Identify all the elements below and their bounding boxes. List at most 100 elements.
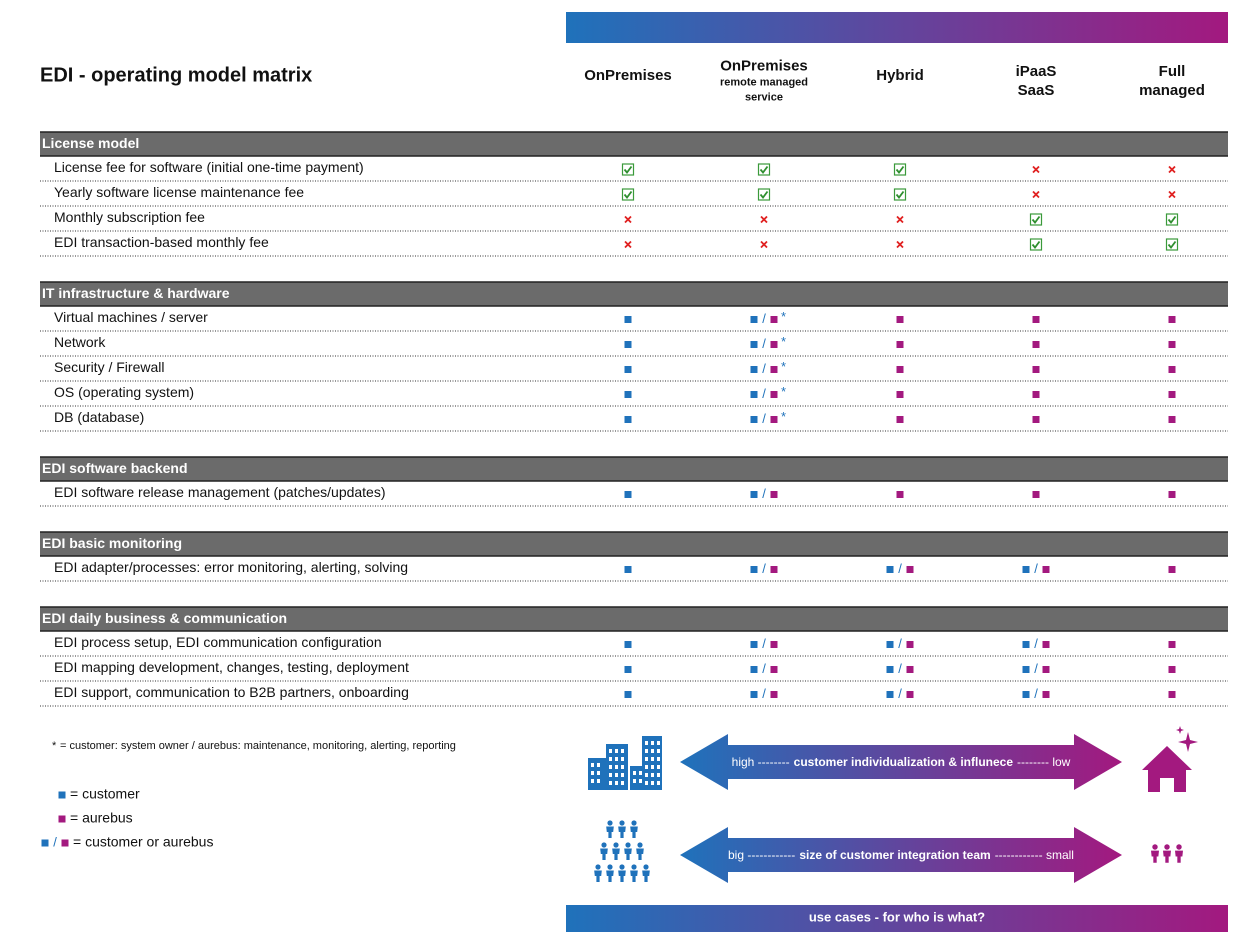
window	[615, 773, 618, 777]
owner-square	[750, 691, 758, 698]
owner-square	[1042, 641, 1050, 648]
owner-square	[1032, 491, 1040, 498]
cross-mark	[896, 240, 904, 249]
person-body	[630, 870, 638, 882]
title: EDI - operating model matrix	[40, 64, 312, 86]
footnote-mark: *	[781, 334, 786, 349]
arrow-caption: big ------------ size of customer integra…	[728, 848, 1074, 862]
person-body	[594, 870, 602, 882]
section: EDI daily business & communication EDI pr…	[40, 606, 1228, 707]
owner-square	[624, 341, 632, 348]
team-large-icon	[594, 820, 650, 882]
owner-square	[624, 316, 632, 323]
window	[591, 771, 594, 775]
owner-square	[1042, 691, 1050, 698]
window	[609, 749, 612, 753]
window	[621, 757, 624, 761]
window	[639, 771, 642, 775]
cross-mark	[1168, 165, 1176, 174]
owner-square	[624, 416, 632, 423]
window	[645, 749, 648, 753]
separator: /	[762, 686, 766, 701]
row-label: Security / Firewall	[54, 359, 164, 375]
owner-square	[58, 791, 66, 799]
window	[645, 773, 648, 777]
window	[633, 779, 636, 783]
separator: /	[762, 636, 766, 651]
separator: /	[762, 411, 766, 426]
owner-square	[1042, 666, 1050, 673]
owner-square	[1042, 566, 1050, 573]
owner-square	[770, 416, 778, 423]
owner-square	[1168, 341, 1176, 348]
footer-band	[566, 905, 1228, 932]
check-box	[757, 188, 771, 201]
owner-square	[1022, 641, 1030, 648]
person-head	[607, 864, 613, 870]
row-label: Yearly software license maintenance fee	[54, 184, 304, 200]
person-body	[618, 870, 626, 882]
person-body	[636, 848, 644, 860]
arrow-caption-right: -------- low	[1017, 755, 1071, 769]
person-body	[606, 826, 614, 838]
footer-text: use cases - for who is what?	[809, 909, 985, 924]
row-label: EDI adapter/processes: error monitoring,…	[54, 559, 408, 575]
section-header-bar	[40, 132, 1228, 156]
section-header-bar	[40, 607, 1228, 631]
owner-square	[906, 566, 914, 573]
owner-square	[750, 391, 758, 398]
check-box	[893, 163, 907, 176]
owner-square	[896, 316, 904, 323]
window	[609, 757, 612, 761]
owner-square	[886, 566, 894, 573]
check-mark	[1031, 215, 1041, 224]
column-header: OnPremises	[720, 57, 808, 74]
check-mark	[623, 190, 633, 199]
row-label: EDI process setup, EDI communication con…	[54, 634, 382, 650]
owner-square	[886, 691, 894, 698]
person-head	[631, 820, 637, 826]
separator: /	[1034, 661, 1038, 676]
window	[651, 781, 654, 785]
check-mark	[1031, 240, 1041, 249]
owner-square	[770, 391, 778, 398]
team-small-icon	[1151, 844, 1183, 863]
house	[1142, 746, 1192, 792]
person-body	[1151, 850, 1159, 863]
person-head	[619, 864, 625, 870]
owner-square	[896, 341, 904, 348]
section: EDI basic monitoring EDI adapter/processe…	[40, 531, 1228, 582]
owner-square	[750, 416, 758, 423]
owner-square	[61, 839, 69, 847]
owner-square	[1032, 341, 1040, 348]
owner-square	[750, 566, 758, 573]
person-body	[612, 848, 620, 860]
window	[657, 773, 660, 777]
check-mark	[759, 190, 769, 199]
window	[597, 771, 600, 775]
window	[651, 741, 654, 745]
person-head	[637, 842, 643, 848]
footnote-mark: *	[781, 384, 786, 399]
owner-square	[906, 666, 914, 673]
separator: /	[762, 486, 766, 501]
check-mark	[1167, 240, 1177, 249]
separator: /	[762, 361, 766, 376]
owner-square	[886, 641, 894, 648]
owner-square	[896, 366, 904, 373]
window	[651, 757, 654, 761]
window	[651, 765, 654, 769]
person-head	[607, 820, 613, 826]
footnote-mark: *	[781, 309, 786, 324]
arrow-caption: high -------- customer individualization …	[732, 755, 1071, 769]
house-icon	[1142, 726, 1198, 792]
owner-square	[750, 666, 758, 673]
section-title: EDI software backend	[42, 460, 188, 476]
check-box	[621, 188, 635, 201]
owner-square	[624, 566, 632, 573]
window	[657, 757, 660, 761]
owner-square	[770, 316, 778, 323]
row-label: Network	[54, 334, 106, 350]
person-body	[630, 826, 638, 838]
footnote-mark: *	[52, 740, 57, 752]
